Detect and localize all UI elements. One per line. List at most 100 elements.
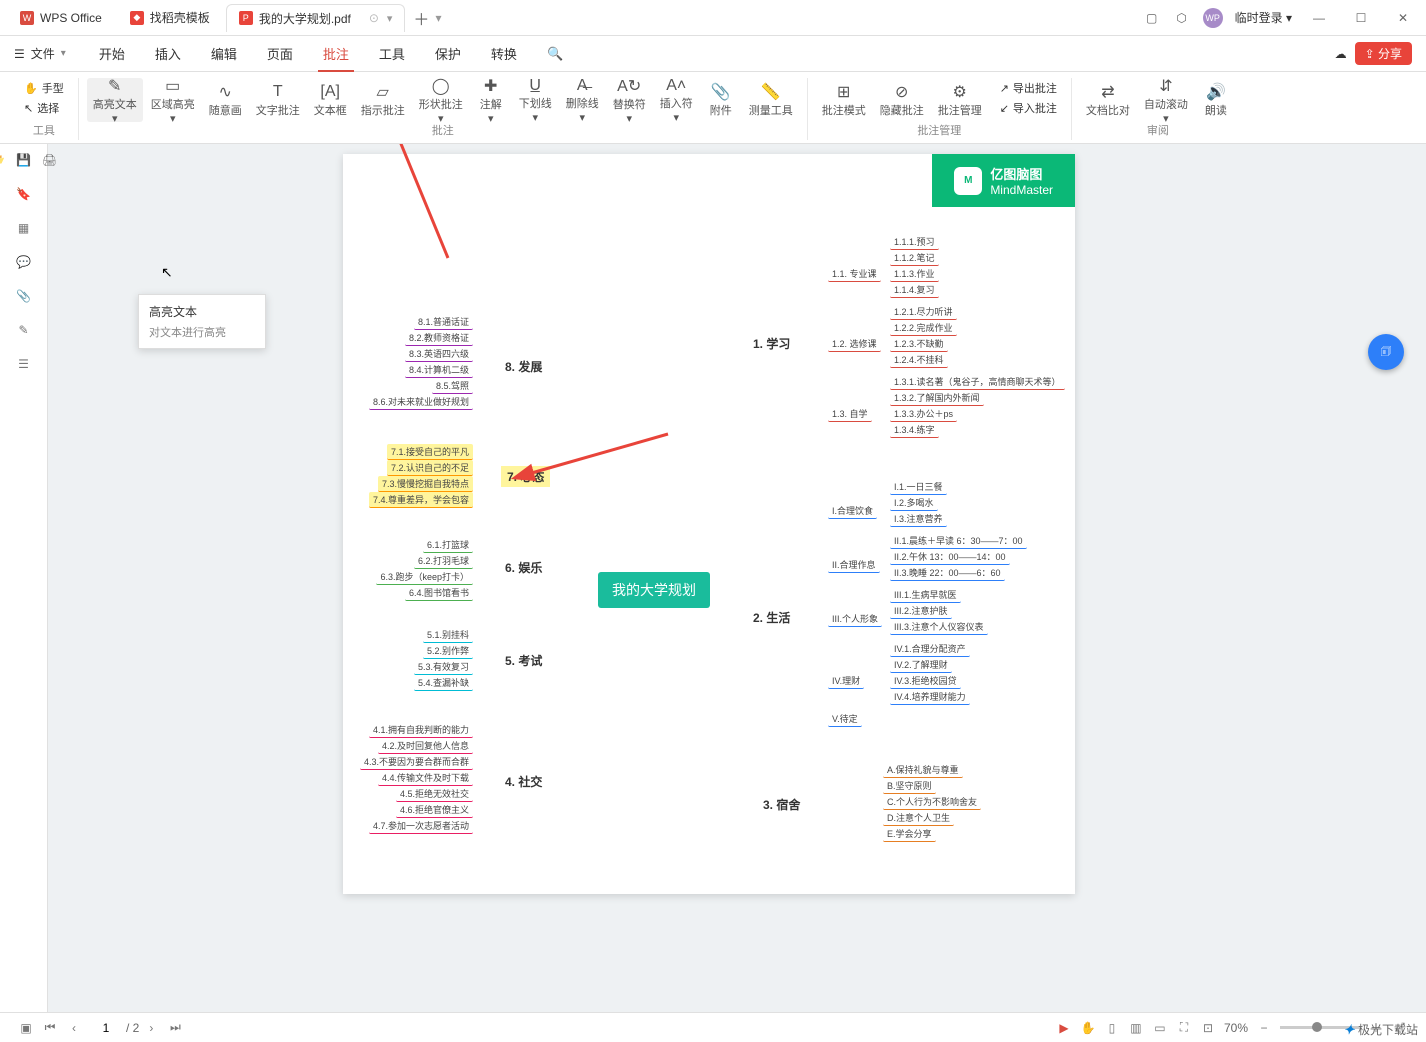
export-annotation-button[interactable]: ↗ 导出批注 <box>994 78 1063 98</box>
read-aloud-button[interactable]: 🔊朗读 <box>1196 78 1236 122</box>
view-single-button[interactable]: ▯ <box>1100 1016 1124 1040</box>
freehand-button[interactable]: ∿随意画 <box>203 78 248 122</box>
hand-tool[interactable]: ✋ 手型 <box>18 78 70 98</box>
underline-icon: U̲ <box>525 77 545 95</box>
mindmap-leaf: 4.2.及时回复他人信息 <box>378 738 473 754</box>
hide-annotation-button[interactable]: ⊘隐藏批注 <box>874 78 930 122</box>
floating-action-button[interactable]: 🗊 <box>1368 334 1404 370</box>
mindmap-leaf: C.个人行为不影响舍友 <box>883 794 981 810</box>
edit-icon[interactable]: ✎ <box>14 320 34 340</box>
text-annotation-button[interactable]: T文字批注 <box>250 78 306 122</box>
autoscroll-button[interactable]: ⇵自动滚动 ▾ <box>1138 78 1194 122</box>
branch-5: 5. 考试 <box>505 652 542 669</box>
tab-templates[interactable]: ◆ 找稻壳模板 <box>118 4 222 32</box>
menu-page[interactable]: 页面 <box>252 36 308 72</box>
compare-button[interactable]: ⇄文档比对 <box>1080 78 1136 122</box>
avatar[interactable]: WP <box>1203 8 1223 28</box>
page-input[interactable] <box>86 1021 126 1035</box>
first-page-button[interactable]: ⏮ <box>38 1016 62 1040</box>
insert-mark-button[interactable]: A˄插入符 ▾ <box>654 78 699 122</box>
mindmap-leaf: 4.7.参加一次志愿者活动 <box>369 818 473 834</box>
select-tool[interactable]: ↖ 选择 <box>18 98 70 118</box>
replace-mark-button[interactable]: A↻替换符 ▾ <box>607 78 652 122</box>
strikethrough-button[interactable]: A̶删除线 ▾ <box>560 78 605 122</box>
compare-icon: ⇄ <box>1098 82 1118 102</box>
mindmap-leaf: IV.4.培养理财能力 <box>890 689 970 705</box>
menu-annotate[interactable]: 批注 <box>308 36 364 72</box>
open-icon[interactable]: 📂 <box>0 150 8 170</box>
highlight-tooltip: 高亮文本 对文本进行高亮 <box>138 294 266 349</box>
mindmap-leaf: II.1.晨练＋早读 6：30——7：00 <box>890 533 1027 549</box>
annotation-mode-button[interactable]: ⊞批注模式 <box>816 78 872 122</box>
view-two-button[interactable]: ▭ <box>1148 1016 1172 1040</box>
mindmap-leaf: II.3.晚睡 22：00——6：60 <box>890 565 1005 581</box>
menu-edit[interactable]: 编辑 <box>196 36 252 72</box>
zoom-fit-icon[interactable]: ⊡ <box>1196 1016 1220 1040</box>
cube-icon[interactable]: ⬡ <box>1173 9 1191 27</box>
menu-convert[interactable]: 转换 <box>476 36 532 72</box>
tab-label: 我的大学规划.pdf <box>259 10 351 27</box>
note-button[interactable]: ✚注解 ▾ <box>471 78 511 122</box>
maximize-button[interactable]: ☐ <box>1346 3 1376 33</box>
comment-icon[interactable]: 💬 <box>14 252 34 272</box>
zoom-out-button[interactable]: − <box>1252 1016 1276 1040</box>
mindmap-leaf: 1.3.1.读名著（鬼谷子，高情商聊天术等） <box>890 374 1065 390</box>
left-rail: 📂💾🖨 🔖 ▦ 💬 📎 ✎ ☰ <box>0 144 48 1012</box>
search-icon[interactable]: 🔍 <box>532 36 578 72</box>
play-button[interactable]: ▶ <box>1052 1016 1076 1040</box>
branch-6: 6. 娱乐 <box>505 559 542 576</box>
sidebar-toggle[interactable]: ▣ <box>14 1016 38 1040</box>
underline-button[interactable]: U̲下划线 ▾ <box>513 78 558 122</box>
tab-label: 找稻壳模板 <box>150 9 210 26</box>
mindmap-leaf: 8.4.计算机二级 <box>405 362 473 378</box>
minimize-button[interactable]: — <box>1304 3 1334 33</box>
cloud-icon[interactable]: ☁ <box>1335 47 1347 61</box>
app-tab[interactable]: W WPS Office <box>8 4 114 32</box>
new-tab-button[interactable]: ＋ <box>409 6 433 30</box>
hand-button[interactable]: ✋ <box>1076 1016 1100 1040</box>
tab-close-icon[interactable]: ▾ <box>387 12 393 25</box>
prev-page-button[interactable]: ‹ <box>62 1016 86 1040</box>
attachment-icon[interactable]: 📎 <box>14 286 34 306</box>
menu-tools[interactable]: 工具 <box>364 36 420 72</box>
tab-document[interactable]: P 我的大学规划.pdf ⊙ ▾ <box>226 4 406 32</box>
import-annotation-button[interactable]: ↙ 导入批注 <box>994 98 1063 118</box>
share-button[interactable]: ⇪ 分享 <box>1355 42 1412 65</box>
menu-start[interactable]: 开始 <box>84 36 140 72</box>
manage-annotation-button[interactable]: ⚙批注管理 <box>932 78 988 122</box>
menu-insert[interactable]: 插入 <box>140 36 196 72</box>
branch-7: 7. 心态 <box>501 466 550 487</box>
attach-button[interactable]: 📎附件 <box>701 78 741 122</box>
mindmap-sub: I.合理饮食 <box>828 503 877 519</box>
tab-dropdown-icon[interactable]: ▾ <box>435 11 441 25</box>
textbox-button[interactable]: [A]文本框 <box>308 78 353 122</box>
layout-icon[interactable]: ▢ <box>1143 9 1161 27</box>
mindmap-leaf: D.注意个人卫生 <box>883 810 954 826</box>
tab-menu-icon[interactable]: ⊙ <box>369 11 379 25</box>
bookmark-icon[interactable]: 🔖 <box>14 184 34 204</box>
mindmap-leaf: 1.1.2.笔记 <box>890 250 939 266</box>
mindmap-leaf: 1.3.2.了解国内外新闻 <box>890 390 984 406</box>
mindmap-leaf: 6.2.打羽毛球 <box>414 553 473 569</box>
fit-button[interactable]: ⛶ <box>1172 1016 1196 1040</box>
mindmap-leaf: 6.3.跑步（keep打卡） <box>376 569 473 585</box>
measure-button[interactable]: 📏测量工具 <box>743 78 799 122</box>
save-icon[interactable]: 💾 <box>14 150 34 170</box>
close-button[interactable]: ✕ <box>1388 3 1418 33</box>
highlight-text-button[interactable]: ✎高亮文本 ▾ <box>87 78 143 122</box>
view-continuous-button[interactable]: ▥ <box>1124 1016 1148 1040</box>
shape-annotation-button[interactable]: ◯形状批注 ▾ <box>413 78 469 122</box>
chevron-down-icon: ▾ <box>61 48 66 59</box>
file-menu[interactable]: ☰ 文件 ▾ <box>14 45 66 62</box>
pointer-annotation-button[interactable]: ▱指示批注 <box>355 78 411 122</box>
next-page-button[interactable]: › <box>139 1016 163 1040</box>
mindmap-sub: V.待定 <box>828 711 862 727</box>
mindmap-leaf: III.1.生病早就医 <box>890 587 961 603</box>
last-page-button[interactable]: ⏭ <box>163 1016 187 1040</box>
document-area[interactable]: 高亮文本 对文本进行高亮 🗊 M 亿图脑图MindMaster 我的大学规划 1… <box>48 144 1426 1012</box>
thumbnail-icon[interactable]: ▦ <box>14 218 34 238</box>
login-button[interactable]: 临时登录 ▾ <box>1235 9 1292 26</box>
menu-protect[interactable]: 保护 <box>420 36 476 72</box>
layers-icon[interactable]: ☰ <box>14 354 34 374</box>
highlight-area-button[interactable]: ▭区域高亮 ▾ <box>145 78 201 122</box>
